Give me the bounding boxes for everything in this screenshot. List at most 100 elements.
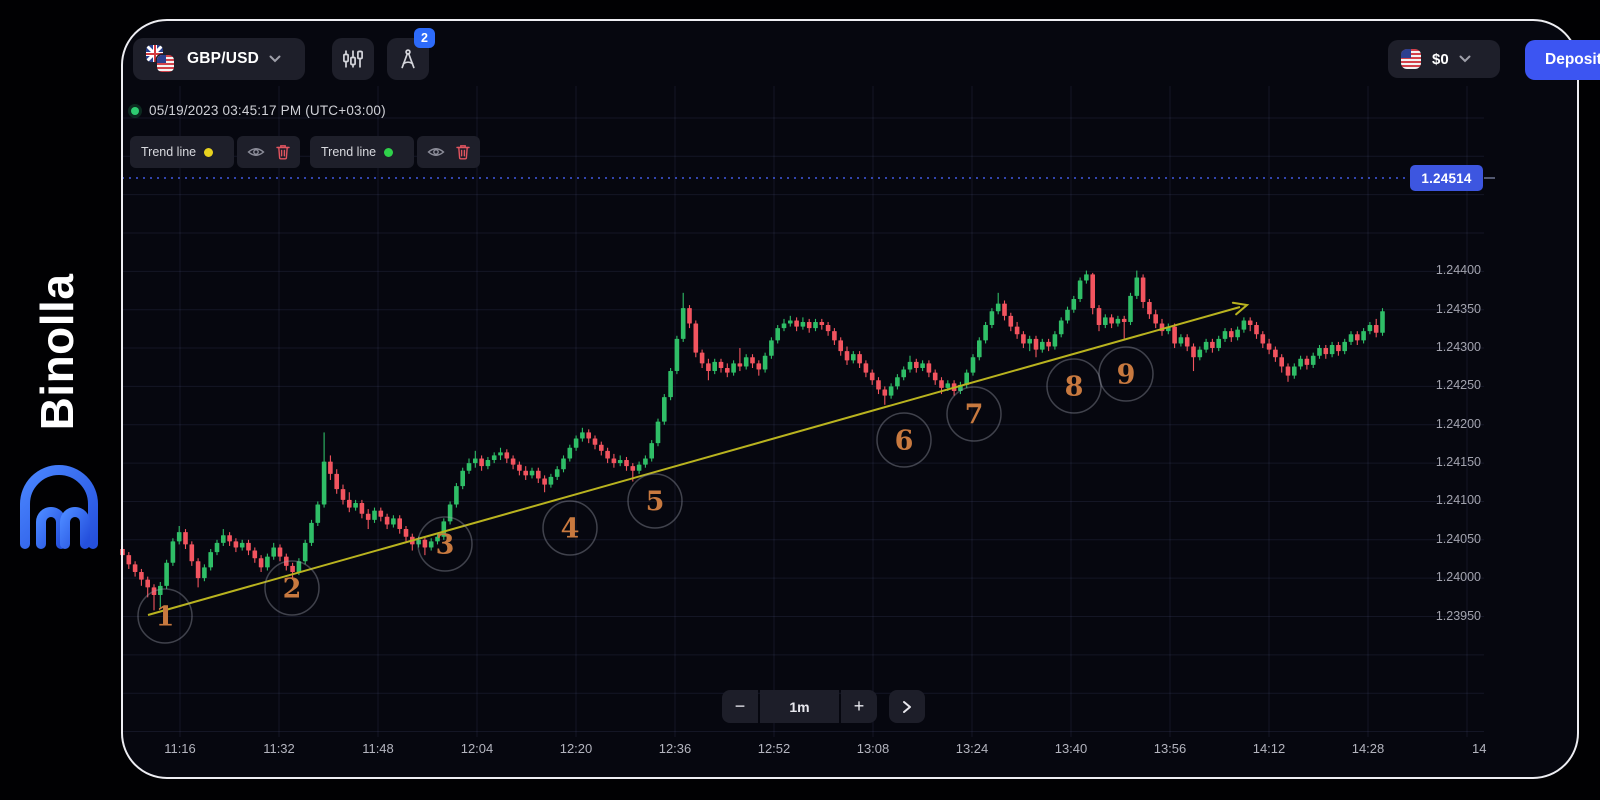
candle-body <box>725 367 730 373</box>
visibility-toggle-icon[interactable] <box>427 146 445 158</box>
candle-body <box>857 354 862 364</box>
candle-body <box>1329 344 1335 355</box>
candle-body <box>321 461 327 505</box>
candle-body <box>315 504 321 523</box>
usd-flag-icon <box>157 55 174 72</box>
time-axis-label: 12:04 <box>460 741 494 756</box>
interval-label[interactable]: 1m <box>760 690 839 723</box>
time-axis-label: 12:36 <box>658 741 692 756</box>
candle-body <box>876 380 881 390</box>
visibility-toggle-icon[interactable] <box>247 146 265 158</box>
drawings-count-badge: 2 <box>414 28 435 48</box>
tool-chip-label: Trend line <box>321 145 377 159</box>
candle-body <box>1298 358 1303 367</box>
tool-chip-trendline-1[interactable]: Trend line <box>130 136 234 168</box>
price-axis-label: 1.24100 <box>1435 493 1481 508</box>
time-axis-label: 14:12 <box>1252 741 1286 756</box>
candle-body <box>907 361 913 370</box>
candle-body <box>592 438 598 445</box>
asset-selector[interactable]: GBP/USD <box>133 38 305 80</box>
usd-flag-icon <box>1401 49 1421 69</box>
candle-body <box>712 361 717 372</box>
candle-body <box>1279 357 1284 367</box>
candle-body <box>693 323 699 353</box>
marker-number-2: 2 <box>283 574 302 605</box>
candle-body <box>554 469 560 477</box>
candle-body <box>926 363 932 373</box>
candle-body <box>769 340 774 356</box>
candle-body <box>246 542 251 551</box>
candle-body <box>1178 337 1184 344</box>
candle-body <box>1115 318 1121 324</box>
price-axis-label: 1.24350 <box>1435 301 1481 316</box>
candle-body <box>158 585 163 596</box>
candle-body <box>599 444 604 451</box>
candle-body <box>731 363 736 373</box>
zoom-in-button[interactable]: + <box>841 690 877 723</box>
candle-body <box>1008 315 1014 327</box>
tool-color-dot <box>384 147 394 157</box>
price-axis-label: 1.24150 <box>1435 455 1481 470</box>
deposit-button[interactable]: Deposit <box>1525 40 1600 80</box>
candle-body <box>328 461 333 474</box>
candle-body <box>1310 355 1316 365</box>
tool-chip-actions-1 <box>237 136 300 168</box>
candle-body <box>649 443 654 459</box>
candle-body <box>920 363 925 368</box>
marker-number-9: 9 <box>1117 360 1136 391</box>
candle-body <box>1247 320 1253 326</box>
candle-body <box>567 447 573 459</box>
candle-body <box>365 513 371 520</box>
indicators-button[interactable] <box>332 38 374 80</box>
candle-body <box>1027 338 1032 344</box>
time-axis-label: 11:16 <box>164 741 196 756</box>
candle-body <box>687 308 692 324</box>
candle-body <box>788 320 793 324</box>
candle-body <box>252 550 258 559</box>
candle-body <box>1292 366 1297 376</box>
scroll-forward-button[interactable] <box>889 690 925 723</box>
candle-body <box>284 556 289 566</box>
candle-body <box>643 458 648 465</box>
zoom-out-button[interactable]: − <box>722 690 758 723</box>
marker-number-5: 5 <box>646 487 665 518</box>
marker-circle-2 <box>264 560 320 616</box>
candle-body <box>1065 309 1070 321</box>
marker-circle-1 <box>137 588 193 644</box>
marker-circle-4 <box>542 500 598 556</box>
candle-body <box>1355 334 1360 341</box>
delete-tool-icon[interactable] <box>275 144 290 160</box>
marker-number-6: 6 <box>895 426 914 457</box>
candle-body <box>1021 334 1026 344</box>
candle-body <box>989 311 995 326</box>
pair-flags-icon <box>146 45 178 73</box>
candle-body <box>1077 280 1083 299</box>
candle-body <box>479 458 484 467</box>
time-axis-label: 14:28 <box>1351 741 1385 756</box>
candle-body <box>227 535 232 542</box>
delete-tool-icon[interactable] <box>455 144 470 160</box>
candle-body <box>1184 337 1190 347</box>
trend-line[interactable] <box>147 306 1241 616</box>
candle-body <box>800 321 806 327</box>
candle-body <box>1121 318 1127 322</box>
tool-chip-trendline-2[interactable]: Trend line <box>310 136 414 168</box>
candle-body <box>1191 346 1196 358</box>
candle-body <box>428 541 434 548</box>
candle-body <box>542 478 547 485</box>
candle-body <box>1090 274 1095 309</box>
candle-body <box>176 532 182 542</box>
candle-body <box>416 539 421 545</box>
candle-body <box>901 369 906 378</box>
candle-body <box>586 432 591 439</box>
time-axis-label: 11:32 <box>263 741 295 756</box>
candle-body <box>1058 320 1064 335</box>
candle-body <box>1084 274 1089 281</box>
candle-body <box>183 532 188 545</box>
compass-icon <box>401 49 415 69</box>
candle-body <box>781 323 787 329</box>
account-balance-selector[interactable]: $0 <box>1388 40 1500 78</box>
time-axis-label: 13:40 <box>1054 741 1088 756</box>
time-axis-label: 13:08 <box>856 741 890 756</box>
